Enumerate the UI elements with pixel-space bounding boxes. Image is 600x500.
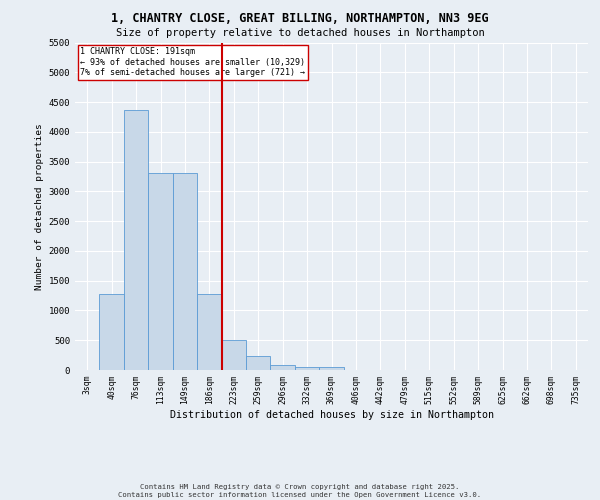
Bar [148,173,173,370]
Text: 1, CHANTRY CLOSE, GREAT BILLING, NORTHAMPTON, NN3 9EG: 1, CHANTRY CLOSE, GREAT BILLING, NORTHAM… [111,12,489,26]
Bar [271,364,295,370]
Text: Contains HM Land Registry data © Crown copyright and database right 2025.
Contai: Contains HM Land Registry data © Crown c… [118,484,482,498]
Bar [197,294,221,370]
Bar [319,366,344,370]
Y-axis label: Number of detached properties: Number of detached properties [35,123,44,290]
Bar [246,356,271,370]
X-axis label: Distribution of detached houses by size in Northampton: Distribution of detached houses by size … [170,410,493,420]
Bar [100,294,124,370]
Bar [124,110,148,370]
Text: Size of property relative to detached houses in Northampton: Size of property relative to detached ho… [116,28,484,38]
Bar [295,366,319,370]
Bar [173,173,197,370]
Bar [221,340,246,370]
Text: 1 CHANTRY CLOSE: 191sqm
← 93% of detached houses are smaller (10,329)
7% of semi: 1 CHANTRY CLOSE: 191sqm ← 93% of detache… [80,48,305,77]
